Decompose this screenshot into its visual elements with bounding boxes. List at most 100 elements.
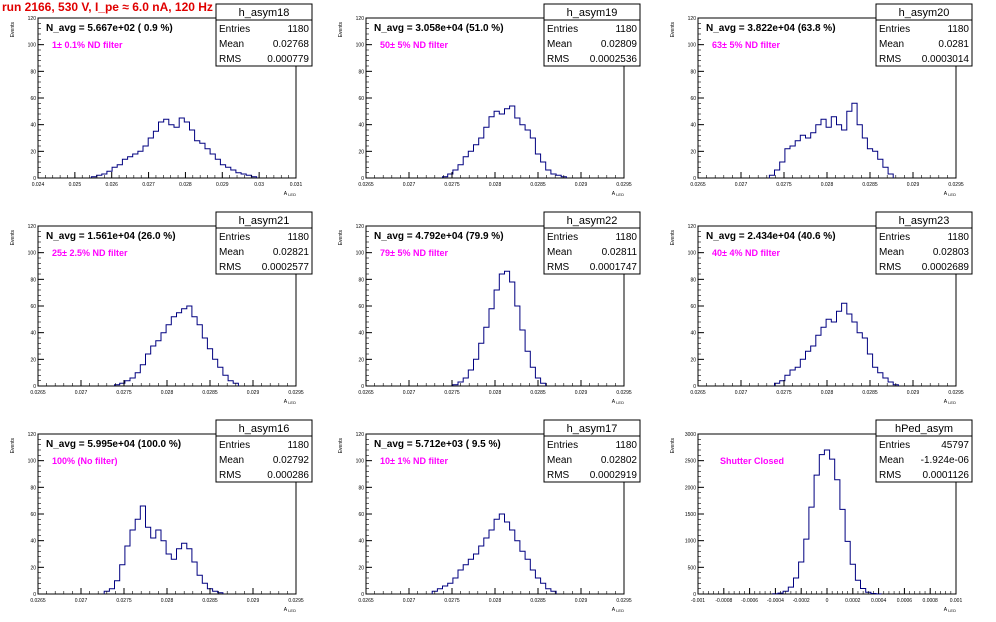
- x-tick-label: 0.0295: [616, 598, 632, 604]
- x-axis-label: A LED: [944, 399, 956, 405]
- y-tick-label: 40: [30, 539, 36, 545]
- stats-entries-value: 45797: [941, 440, 969, 451]
- x-tick-label: 0.028: [489, 598, 502, 604]
- stats-mean-label: Mean: [219, 247, 244, 258]
- filter-note: 50± 5% ND filter: [380, 40, 448, 50]
- stats-entries-label: Entries: [879, 440, 910, 451]
- x-tick-label: 0.027: [403, 182, 416, 188]
- y-tick-label: 40: [358, 539, 364, 545]
- histogram-name: h_asym22: [567, 215, 618, 227]
- stats-rms-value: 0.0002919: [590, 470, 638, 481]
- y-tick-label: 40: [358, 123, 364, 129]
- filter-note: 25± 2.5% ND filter: [52, 248, 128, 258]
- x-tick-label: 0.0295: [616, 390, 632, 396]
- x-axis-label: A LED: [944, 191, 956, 197]
- navg-box: [44, 228, 224, 244]
- filter-note: 63± 5% ND filter: [712, 40, 780, 50]
- stats-mean-value: 0.02802: [601, 455, 638, 466]
- x-tick-label: 0.0265: [30, 598, 46, 604]
- x-tick-label: 0.0295: [288, 598, 304, 604]
- y-tick-label: 20: [690, 357, 696, 363]
- y-tick-label: 60: [30, 96, 36, 102]
- page-title: run 2166, 530 V, I_pe ≈ 6.0 nA, 120 Hz: [2, 0, 213, 14]
- x-tick-label: 0.028: [179, 182, 192, 188]
- x-tick-label: 0.0265: [358, 390, 374, 396]
- stats-rms-value: 0.0002536: [590, 54, 638, 65]
- x-tick-label: 0.0285: [530, 182, 546, 188]
- x-tick-label: 0.029: [575, 390, 588, 396]
- x-tick-label: 0.0295: [288, 390, 304, 396]
- stats-box: [875, 227, 973, 275]
- x-axis-label-main: A: [284, 191, 288, 197]
- x-axis-label-sub: LED: [287, 400, 296, 405]
- y-tick-label: 100: [356, 251, 365, 257]
- stats-mean-label: Mean: [219, 455, 244, 466]
- x-axis-label-sub: LED: [947, 608, 956, 613]
- histogram-panel-h_asym23: 0 20 40 60 80 100 120 0.0265 0.027 0.0275 0.028 0.0…: [670, 211, 973, 405]
- y-tick-label: 60: [30, 512, 36, 518]
- x-axis-label: A LED: [612, 607, 624, 613]
- x-tick-label: 0.028: [489, 390, 502, 396]
- x-axis-label: A LED: [944, 607, 956, 613]
- stats-mean-value: 0.0281: [938, 39, 969, 50]
- y-tick-label: 40: [358, 331, 364, 337]
- y-tick-label: 60: [358, 304, 364, 310]
- y-tick-label: 80: [358, 277, 364, 283]
- x-tick-label: 0.001: [950, 598, 963, 604]
- navg-label: N_avg = 1.561e+04 (26.0 %): [46, 231, 176, 242]
- stats-rms-value: 0.0002689: [922, 262, 970, 273]
- stats-mean-value: 0.02811: [602, 247, 638, 258]
- stats-mean-value: 0.02792: [273, 455, 310, 466]
- y-tick-label: 40: [30, 123, 36, 129]
- x-tick-label: 0: [826, 598, 829, 604]
- y-tick-label: 0: [33, 384, 36, 390]
- x-tick-label: 0.0275: [776, 390, 792, 396]
- x-axis-label-sub: LED: [615, 608, 624, 613]
- y-tick-label: 100: [356, 43, 365, 49]
- filter-note: 10± 1% ND filter: [380, 456, 448, 466]
- x-axis-label: A LED: [284, 607, 296, 613]
- histogram-series: [772, 449, 882, 595]
- navg-box: [704, 228, 884, 244]
- stats-entries-label: Entries: [219, 440, 250, 451]
- y-tick-label: 20: [690, 149, 696, 155]
- x-axis-label: A LED: [284, 191, 296, 197]
- histogram-name: h_asym20: [899, 7, 950, 19]
- x-tick-label: 0.0275: [444, 598, 460, 604]
- stats-mean-label: Mean: [547, 247, 572, 258]
- x-axis-label-sub: LED: [947, 192, 956, 197]
- x-tick-label: 0.027: [142, 182, 155, 188]
- x-tick-label: -0.001: [691, 598, 705, 604]
- x-tick-label: 0.0265: [358, 182, 374, 188]
- x-axis-label-main: A: [944, 191, 948, 197]
- histogram-name: h_asym19: [567, 7, 618, 19]
- y-axis-label: Events: [670, 230, 676, 246]
- x-tick-label: 0.029: [575, 182, 588, 188]
- y-tick-label: 120: [688, 224, 697, 230]
- stats-entries-label: Entries: [879, 24, 910, 35]
- y-tick-label: 100: [356, 459, 365, 465]
- y-tick-label: 0: [33, 592, 36, 598]
- x-axis-label-sub: LED: [287, 608, 296, 613]
- x-axis-label-main: A: [944, 399, 948, 405]
- y-tick-label: 0: [361, 176, 364, 182]
- stats-entries-label: Entries: [879, 232, 910, 243]
- y-axis-label: Events: [10, 22, 16, 38]
- y-tick-label: 500: [688, 565, 697, 571]
- y-tick-label: 80: [358, 485, 364, 491]
- y-tick-label: 40: [30, 331, 36, 337]
- stats-entries-label: Entries: [547, 24, 578, 35]
- histogram-series: [103, 505, 224, 594]
- x-axis-label-main: A: [944, 607, 948, 613]
- stats-entries-value: 1180: [287, 440, 309, 451]
- histogram-name: h_asym16: [239, 423, 290, 435]
- x-axis-label-main: A: [284, 607, 288, 613]
- stats-box: [875, 435, 973, 483]
- stats-rms-label: RMS: [547, 54, 570, 65]
- x-tick-label: 0.027: [75, 598, 88, 604]
- x-tick-label: 0.028: [489, 182, 502, 188]
- stats-rms-value: 0.0003014: [922, 54, 970, 65]
- stats-entries-value: 1180: [287, 24, 309, 35]
- y-tick-label: 0: [693, 384, 696, 390]
- x-tick-label: 0.026: [105, 182, 118, 188]
